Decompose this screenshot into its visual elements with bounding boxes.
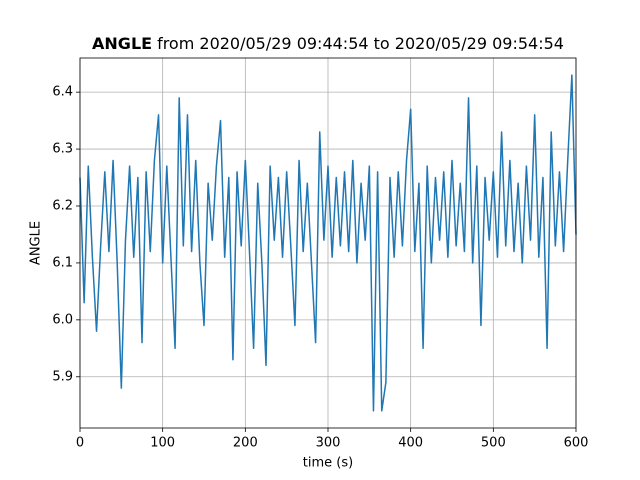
x-tick-label: 100	[150, 436, 175, 451]
y-tick-label: 6.4	[52, 85, 73, 100]
y-tick-label: 6.0	[52, 312, 73, 327]
title-range: from 2020/05/29 09:44:54 to 2020/05/29 0…	[157, 34, 564, 53]
data-line	[79, 74, 577, 412]
x-tick-label: 400	[398, 436, 423, 451]
title-variable: ANGLE	[92, 34, 152, 53]
y-axis-label: ANGLE	[29, 221, 44, 265]
title-backdrop	[82, 36, 146, 54]
x-tick-label: 300	[316, 436, 341, 451]
chart-title: ANGLE from 2020/05/29 09:44:54 to 2020/05…	[92, 34, 564, 53]
x-tick-label: 500	[481, 436, 506, 451]
y-tick-label: 6.2	[52, 199, 73, 214]
y-tick-label: 6.1	[52, 255, 73, 270]
y-tick-label: 5.9	[52, 369, 73, 384]
y-tick-label: 6.3	[52, 142, 73, 157]
x-axis-label: time (s)	[303, 456, 353, 471]
plot-area	[79, 58, 577, 428]
x-tick-label: 0	[76, 436, 84, 451]
x-tick-label: 600	[564, 436, 589, 451]
x-tick-label: 200	[233, 436, 258, 451]
